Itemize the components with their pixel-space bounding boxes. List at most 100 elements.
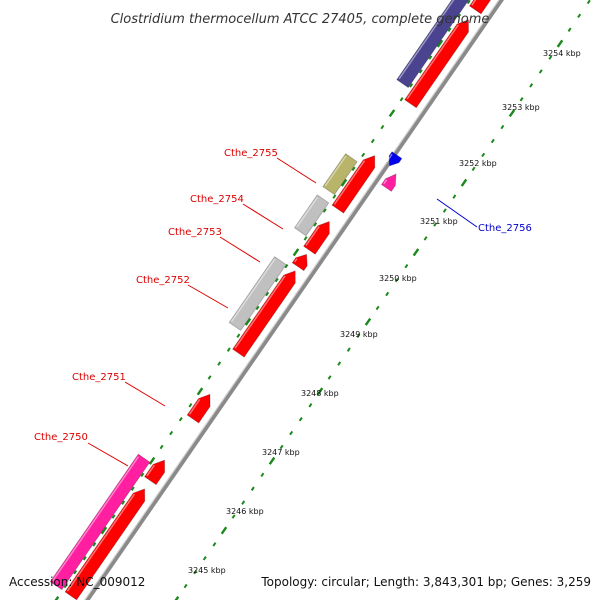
gene-track [49, 0, 492, 600]
minor-tick [586, 0, 591, 5]
scale-label: 3253 kbp [502, 103, 540, 112]
major-tick [436, 39, 444, 48]
scale-labels: 3245 kbp 3246 kbp 3247 kbp 3248 kbp 3249… [188, 49, 581, 575]
major-tick [220, 526, 228, 535]
minor-tick [447, 27, 452, 32]
major-tick [148, 456, 156, 465]
scale-label: 3250 kbp [379, 274, 417, 283]
minor-tick [380, 124, 385, 130]
gene-cthe-2754[interactable] [293, 194, 330, 237]
major-tick [196, 387, 204, 396]
gene-label[interactable]: Cthe_2754 [190, 194, 244, 205]
minor-tick [351, 166, 356, 172]
minor-tick [394, 277, 399, 283]
major-tick [174, 596, 180, 600]
gene-cthe-2753[interactable] [303, 220, 330, 255]
leader-line [242, 203, 284, 230]
minor-tick [471, 166, 476, 172]
minor-tick [178, 416, 183, 422]
gene-cthe-2751[interactable] [186, 393, 211, 424]
major-tick [556, 39, 564, 48]
minor-tick [346, 347, 351, 352]
minor-tick [375, 305, 380, 311]
gene-cthe-2750-fwd-highlight [66, 493, 136, 592]
minor-tick [433, 222, 438, 227]
gene-cthe-2750b[interactable] [144, 459, 166, 486]
minor-tick [361, 152, 366, 158]
major-tick [54, 596, 60, 600]
minor-tick [92, 542, 97, 547]
minor-tick [111, 514, 116, 519]
minor-tick [313, 222, 318, 227]
tick-track-outer [54, 0, 471, 600]
minor-tick [279, 444, 284, 450]
leader-line [276, 157, 317, 184]
scale-label: 3247 kbp [262, 448, 300, 457]
gene-labels: Cthe_2750 Cthe_2751 Cthe_2752 Cthe_2753 … [34, 148, 532, 443]
minor-tick [140, 472, 145, 478]
gene-navy[interactable] [396, 0, 474, 89]
scale-label: 3252 kbp [459, 159, 497, 168]
minor-tick [428, 55, 433, 60]
minor-tick [188, 403, 193, 408]
gene-cthe-2755-highlight [324, 155, 347, 187]
leader-line [87, 442, 129, 467]
gene-cthe-2756[interactable] [380, 173, 397, 192]
genome-backbone-highlight [84, 0, 500, 600]
gene-cthe-2755-fwd-highlight [333, 160, 366, 205]
gene-navy-partner-highlight [406, 24, 459, 100]
major-tick [364, 317, 372, 326]
minor-tick [308, 403, 313, 408]
minor-tick [529, 83, 534, 88]
gene-navy-partner[interactable] [404, 19, 469, 109]
gene-label[interactable]: Cthe_2750 [34, 432, 88, 443]
gene-cthe-2750-fwd[interactable] [64, 488, 146, 600]
gene-label[interactable]: Cthe_2753 [168, 227, 222, 238]
minor-tick [548, 55, 553, 60]
gene-cthe-2754-highlight [296, 196, 318, 228]
minor-tick [457, 13, 462, 19]
major-tick [508, 109, 516, 118]
major-tick [340, 178, 348, 187]
minor-tick [130, 486, 135, 491]
major-tick [412, 248, 420, 257]
gene-cthe-2751-highlight [188, 398, 201, 415]
gene-navy-highlight [398, 0, 455, 80]
gene-cthe-2755[interactable] [322, 153, 358, 196]
scale-label: 3245 kbp [188, 566, 226, 575]
minor-tick [82, 556, 87, 561]
minor-tick [202, 556, 207, 561]
gene-cthe-2750[interactable] [49, 453, 151, 591]
gene-label[interactable]: Cthe_2752 [136, 275, 190, 286]
gene-cthe-2752b[interactable] [291, 253, 308, 272]
gene-blue-highlight [386, 153, 393, 163]
major-tick [292, 248, 300, 257]
gene-label[interactable]: Cthe_2751 [72, 372, 126, 383]
minor-tick [404, 263, 409, 269]
minor-tick [327, 375, 332, 380]
gene-label[interactable]: Cthe_2756 [478, 223, 532, 234]
scale-label: 3254 kbp [543, 49, 581, 58]
major-tick [244, 317, 252, 326]
minor-tick [442, 208, 447, 213]
gene-cthe-2750b-highlight [146, 464, 155, 477]
minor-tick [207, 375, 212, 380]
minor-tick [303, 236, 308, 241]
leader-line [124, 381, 166, 407]
major-tick [268, 456, 276, 465]
minor-tick [274, 277, 279, 283]
gene-label[interactable]: Cthe_2755 [224, 148, 278, 159]
minor-tick [466, 0, 471, 5]
minor-tick [169, 430, 174, 436]
tick-track-inner [174, 0, 591, 600]
gene-cthe-2752-rev[interactable] [228, 256, 287, 331]
minor-tick [231, 514, 236, 519]
minor-tick [356, 333, 361, 338]
gene-cthe-2752[interactable] [232, 270, 296, 358]
minor-tick [241, 500, 246, 505]
gene-top[interactable] [468, 0, 492, 15]
gene-blue[interactable] [388, 151, 403, 167]
minor-tick [159, 444, 164, 450]
gene-cthe-2755-fwd[interactable] [331, 155, 376, 214]
genome-backbone [85, 0, 504, 600]
